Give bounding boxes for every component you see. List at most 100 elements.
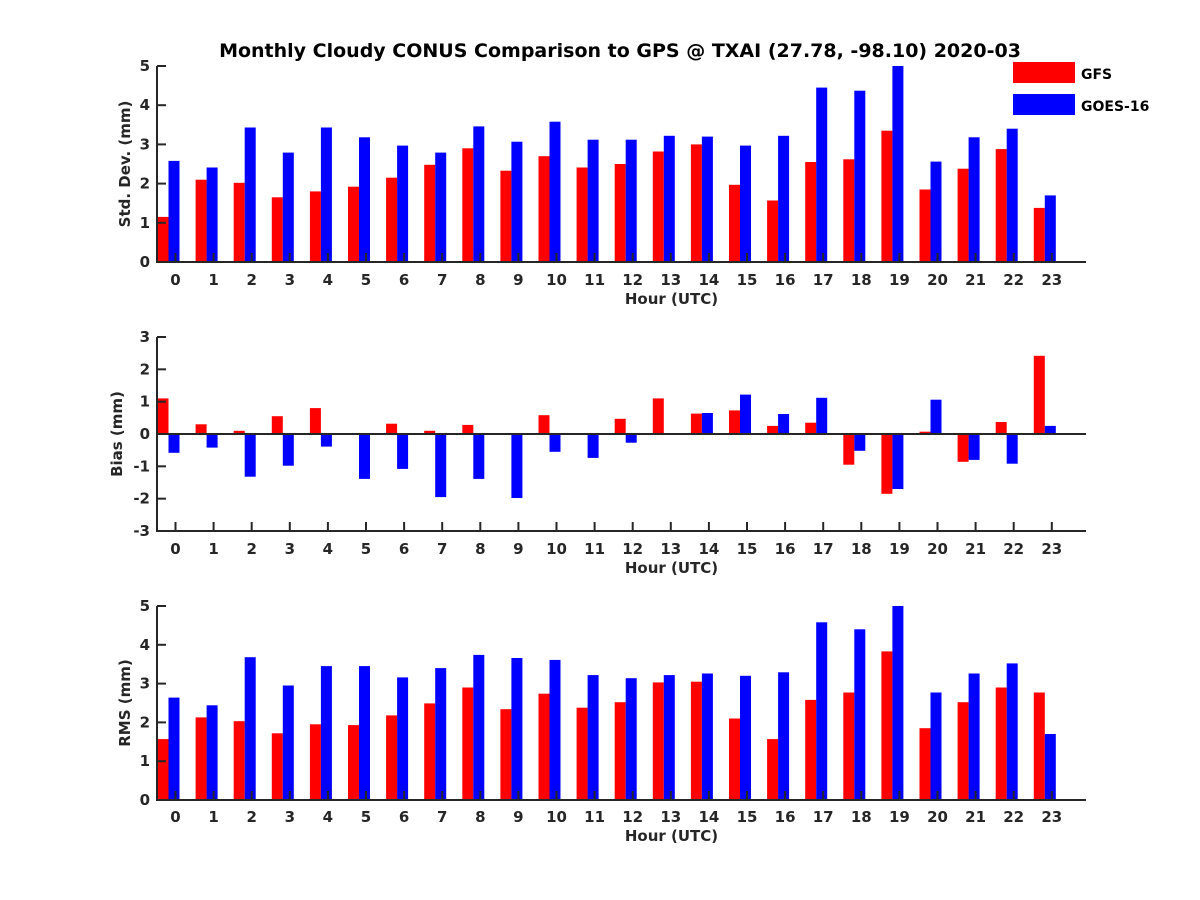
y-tick-label: 5 [140,597,150,615]
bar-rms-gfs-hour-2 [233,721,245,800]
x-tick-label: 1 [208,271,218,289]
x-tick-label: 2 [246,808,256,826]
legend-swatch-goes16 [1013,94,1075,115]
x-tick-label: 6 [399,540,409,558]
legend-swatch-gfs [1013,62,1075,83]
y-tick-label: 2 [140,175,150,193]
legend: GFS GOES-16 [1013,62,1149,115]
x-tick-label: 22 [1003,808,1024,826]
bar-std-dev-goes16-hour-4 [320,127,332,262]
x-tick-label: 4 [323,540,333,558]
bar-std-dev-gfs-hour-12 [614,164,626,262]
bar-bias-goes16-hour-14 [701,413,713,434]
bar-std-dev-goes16-hour-3 [282,152,294,262]
bar-bias-goes16-hour-11 [587,434,599,458]
bar-std-dev-gfs-hour-5 [348,186,359,262]
bar-rms-goes16-hour-17 [816,622,828,800]
bar-rms-gfs-hour-18 [843,692,855,800]
bar-std-dev-goes16-hour-16 [778,135,790,262]
bar-rms-goes16-hour-8 [473,654,485,800]
x-tick-label: 5 [361,540,371,558]
x-tick-label: 13 [660,808,681,826]
x-tick-label: 13 [660,540,681,558]
x-tick-label: 9 [513,271,523,289]
bar-rms-gfs-hour-6 [386,715,398,800]
bar-rms-gfs-hour-16 [767,739,779,800]
legend-label-gfs: GFS [1081,67,1112,83]
bar-bias-goes16-hour-20 [930,399,942,434]
bar-rms-gfs-hour-9 [500,709,512,800]
bar-bias-gfs-hour-10 [538,415,550,434]
x-tick-label: 14 [698,271,719,289]
x-tick-label: 8 [475,540,485,558]
x-tick-label: 7 [437,271,447,289]
x-tick-label: 15 [737,271,758,289]
x-tick-label: 18 [851,271,872,289]
bar-rms-gfs-hour-19 [881,651,893,800]
bar-std-dev-goes16-hour-11 [587,139,599,262]
bar-rms-goes16-hour-14 [701,673,713,800]
bar-rms-goes16-hour-21 [968,673,980,800]
x-tick-label: 16 [775,808,796,826]
x-tick-label: 22 [1003,540,1024,558]
bar-rms-goes16-hour-12 [625,678,637,800]
x-tick-label: 1 [208,540,218,558]
bar-rms-gfs-hour-23 [1033,692,1045,800]
x-tick-label: 14 [698,540,719,558]
bar-std-dev-gfs-hour-6 [386,177,398,262]
y-axis-label: RMS (mm) [116,659,134,746]
bar-std-dev-goes16-hour-15 [740,145,751,262]
bar-rms-gfs-hour-21 [957,702,969,800]
x-tick-label: 19 [889,540,910,558]
y-tick-label: -1 [133,457,150,475]
bar-rms-goes16-hour-15 [740,675,751,800]
bar-bias-goes16-hour-9 [511,434,523,498]
x-axis-label: Hour (UTC) [625,827,718,845]
x-tick-label: 12 [622,271,643,289]
bar-rms-gfs-hour-0 [157,739,169,800]
x-tick-label: 5 [361,271,371,289]
x-axis-label: Hour (UTC) [625,290,718,308]
bar-std-dev-goes16-hour-10 [549,121,561,262]
bar-rms-goes16-hour-3 [282,685,294,800]
bar-std-dev-goes16-hour-14 [701,136,713,262]
bar-bias-gfs-hour-3 [271,416,283,434]
bar-bias-gfs-hour-6 [386,423,398,434]
x-tick-label: 6 [399,271,409,289]
x-tick-label: 10 [546,271,567,289]
bar-rms-goes16-hour-0 [168,697,180,800]
bar-std-dev-goes16-hour-21 [968,137,980,262]
x-tick-label: 22 [1003,271,1024,289]
figure-title: Monthly Cloudy CONUS Comparison to GPS @… [219,40,1021,62]
bar-std-dev-gfs-hour-23 [1033,207,1045,262]
bar-std-dev-gfs-hour-11 [576,167,588,262]
x-tick-label: 9 [513,808,523,826]
x-tick-label: 0 [170,271,180,289]
bar-rms-goes16-hour-6 [397,677,409,800]
bar-std-dev-gfs-hour-14 [690,144,702,262]
bar-rms-gfs-hour-10 [538,693,550,800]
bar-std-dev-gfs-hour-18 [843,159,855,262]
bar-bias-goes16-hour-16 [778,414,790,434]
bar-std-dev-gfs-hour-0 [157,216,169,262]
bar-rms-gfs-hour-3 [271,733,283,800]
x-tick-label: 19 [889,271,910,289]
bar-rms-gfs-hour-4 [309,724,321,800]
bar-bias-gfs-hour-1 [195,424,207,434]
bar-rms-goes16-hour-2 [244,657,256,800]
bar-rms-gfs-hour-20 [919,728,931,800]
bar-bias-gfs-hour-20 [919,431,931,434]
x-tick-label: 15 [737,808,758,826]
bar-rms-goes16-hour-16 [778,672,790,800]
bar-std-dev-gfs-hour-4 [309,191,321,262]
x-tick-label: 0 [170,540,180,558]
bar-rms-gfs-hour-1 [195,717,207,800]
bar-std-dev-gfs-hour-13 [652,151,664,262]
x-tick-label: 8 [475,271,485,289]
bar-std-dev-goes16-hour-18 [854,90,866,262]
bar-std-dev-gfs-hour-3 [271,197,283,262]
bar-bias-goes16-hour-4 [320,434,332,447]
y-tick-label: 3 [140,328,150,346]
